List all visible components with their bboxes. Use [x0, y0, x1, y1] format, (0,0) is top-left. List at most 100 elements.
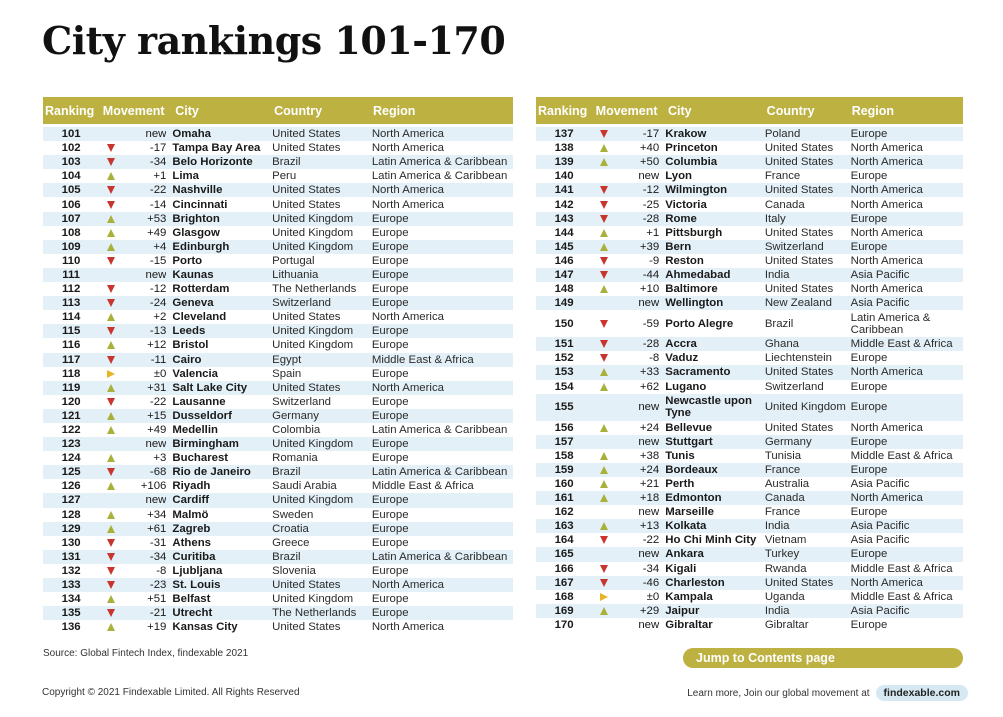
movement-value: -44 [642, 268, 660, 281]
movement-cell: -44 [592, 268, 663, 282]
table-row: 159 +24 Bordeaux France Europe [536, 462, 963, 477]
movement-cell: new [592, 435, 663, 449]
down-arrow-icon [107, 285, 116, 294]
up-arrow-icon [600, 242, 609, 251]
rank-cell: 118 [61, 367, 81, 380]
region-cell: Middle East & Africa [371, 480, 474, 493]
city-cell: Malmö [172, 508, 209, 521]
region-cell: North America [371, 579, 444, 592]
country-cell: United Kingdom [272, 226, 354, 239]
region-cell: Europe [850, 128, 888, 141]
rank-cell: 169 [554, 604, 574, 617]
region-cell: Europe [850, 463, 888, 476]
region-cell: Europe [850, 401, 888, 414]
rank-cell: 125 [61, 466, 81, 479]
movement-cell: +40 [592, 141, 663, 155]
region-cell: Europe [850, 380, 888, 393]
region-cell: North America [371, 128, 444, 141]
country-cell: United States [272, 184, 341, 197]
city-cell: Marseille [665, 506, 714, 519]
table-row: 169 +29 Jaipur India Asia Pacific [536, 603, 963, 618]
movement-cell: -22 [99, 395, 170, 409]
col-city-header: City [175, 103, 199, 118]
city-cell: Lima [172, 170, 199, 183]
country-cell: United States [272, 579, 341, 592]
movement-cell: -21 [99, 606, 170, 620]
country-cell: Peru [272, 170, 297, 183]
rank-cell: 159 [554, 463, 574, 476]
rank-cell: 113 [61, 297, 81, 310]
table-row: 124 +3 Bucharest Romania Europe [43, 451, 513, 465]
table-row: 122 +49 Medellin Colombia Latin America & Ca… [43, 423, 513, 437]
city-cell: Sacramento [665, 366, 731, 379]
region-cell: Middle East & Africa [371, 353, 474, 366]
table-row: 132 -8 Ljubljana Slovenia Europe [43, 564, 513, 578]
movement-value: new [638, 618, 660, 631]
rank-cell: 114 [61, 311, 81, 324]
rank-cell: 131 [61, 550, 81, 563]
table-row: 113 -24 Geneva Switzerland Europe [43, 296, 513, 311]
region-cell: Europe [371, 452, 409, 465]
region-cell: North America [850, 576, 923, 589]
rank-cell: 153 [554, 366, 574, 379]
rank-cell: 150 [554, 317, 574, 330]
city-cell: St. Louis [172, 579, 221, 592]
country-cell: United States [764, 421, 834, 434]
down-arrow-icon [600, 578, 609, 587]
rank-cell: 122 [61, 424, 81, 437]
movement-value: new [638, 401, 660, 414]
country-cell: Turkey [764, 548, 800, 561]
rank-cell: 141 [554, 184, 574, 197]
rank-cell: 133 [61, 579, 81, 592]
movement-value: +49 [147, 226, 167, 239]
up-arrow-icon [107, 426, 116, 435]
movement-value: -28 [642, 338, 660, 351]
table-row: 139 +50 Columbia United States North America [536, 155, 963, 170]
table-row: 129 +61 Zagreb Croatia Europe [43, 521, 513, 536]
table-row: 112 -12 Rotterdam The Netherlands Europe [43, 282, 513, 296]
country-cell: United States [272, 381, 341, 394]
country-cell: Canada [764, 492, 805, 505]
country-cell: United States [272, 128, 341, 141]
region-cell: Europe [850, 352, 888, 365]
city-cell: Stuttgart [665, 435, 713, 448]
down-arrow-icon [600, 536, 609, 545]
country-cell: India [764, 604, 790, 617]
country-cell: United States [764, 184, 834, 197]
table-row: 117 -11 Cairo Egypt Middle East & Africa [43, 352, 513, 367]
movement-value: -46 [642, 576, 660, 589]
region-cell: Europe [371, 564, 409, 577]
movement-cell: +15 [99, 409, 170, 423]
city-cell: Accra [665, 338, 697, 351]
rank-cell: 156 [554, 421, 574, 434]
movement-value: +61 [147, 522, 167, 535]
region-cell: Europe [371, 268, 409, 281]
movement-value: -34 [642, 562, 660, 575]
table-row: 143 -28 Rome Italy Europe [536, 211, 963, 226]
jump-to-contents-button[interactable]: Jump to Contents page [683, 648, 963, 668]
movement-value: new [638, 297, 660, 310]
movement-cell: -11 [99, 353, 170, 367]
website-link[interactable]: findexable.com [875, 685, 968, 701]
movement-cell: -68 [99, 465, 170, 479]
movement-value: +1 [153, 170, 167, 183]
table-row: 147 -44 Ahmedabad India Asia Pacific [536, 267, 963, 283]
movement-cell: -59 [592, 318, 663, 330]
movement-cell: new [592, 547, 663, 561]
movement-cell: ±0 [99, 367, 170, 381]
city-cell: Vaduz [665, 352, 699, 365]
right-arrow-icon [600, 592, 609, 601]
movement-cell: new [99, 268, 170, 282]
table-row: 142 -25 Victoria Canada North America [536, 197, 963, 211]
city-cell: Rotterdam [172, 283, 230, 296]
movement-cell: +29 [592, 604, 663, 618]
country-cell: United States [272, 311, 341, 324]
rank-cell: 126 [61, 480, 81, 493]
col-ranking-header: Ranking [538, 103, 588, 118]
movement-value: -23 [149, 579, 167, 592]
country-cell: United Kingdom [272, 593, 354, 606]
down-arrow-icon [107, 256, 116, 265]
movement-cell: +51 [99, 592, 170, 606]
city-cell: Athens [172, 536, 211, 549]
table-body: 137 -17 Krakow Poland Europe 138 +40 Princeton U… [536, 127, 963, 632]
